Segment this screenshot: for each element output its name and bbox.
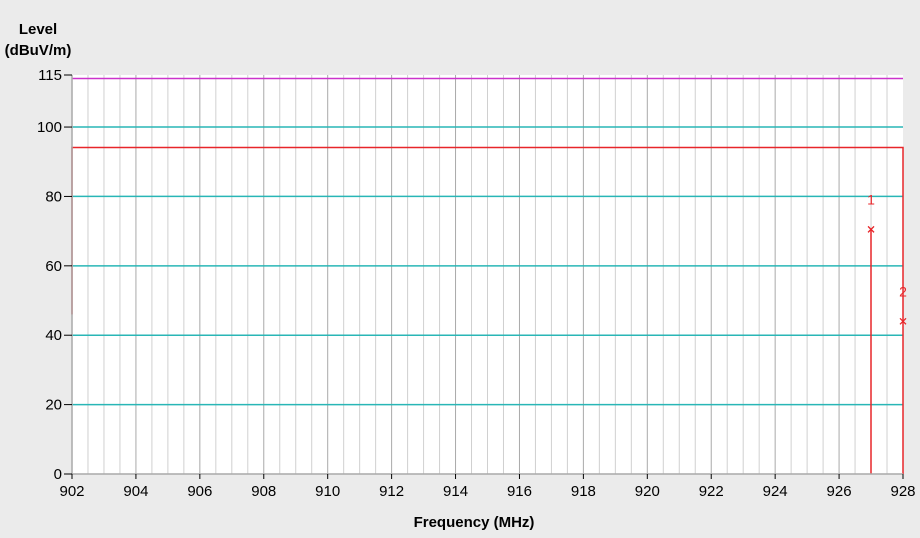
reference-lines (72, 77, 903, 406)
x-tick-label: 908 (251, 483, 276, 500)
x-tick-labels: 902 904 906 908 910 912 914 916 918 920 922 924 926 9… (59, 474, 916, 500)
x-tick-label: 928 (890, 483, 915, 500)
x-tick-label: 906 (187, 483, 212, 500)
x-tick-label: 904 (123, 483, 148, 500)
y-tick-label: 60 (45, 258, 62, 275)
y-tick-label: 40 (45, 327, 62, 344)
major-grid (135, 75, 840, 474)
x-tick-label: 916 (507, 483, 532, 500)
markers-layer: 12 (867, 191, 907, 325)
x-tick-label: 920 (635, 483, 660, 500)
y-axis-label-line-1: Level (19, 21, 57, 38)
x-tick-label: 918 (571, 483, 596, 500)
y-tick-labels: 0 20 40 60 80 100 115 (37, 67, 72, 483)
y-tick-label: 0 (54, 466, 62, 483)
x-tick-label: 910 (315, 483, 340, 500)
y-tick-label: 20 (45, 397, 62, 414)
x-axis-label: Frequency (MHz) (414, 514, 535, 531)
y-axis-label-line-2: (dBuV/m) (5, 42, 72, 59)
y-tick-label: 115 (38, 67, 62, 84)
x-tick-label: 924 (763, 483, 788, 500)
marker-cross (899, 317, 907, 325)
y-tick-label: 80 (45, 188, 62, 205)
x-tick-label: 914 (443, 483, 468, 500)
x-tick-label: 922 (699, 483, 724, 500)
x-tick-label: 926 (827, 483, 852, 500)
marker-label: 1 (867, 191, 875, 207)
y-tick-label: 100 (37, 119, 62, 136)
marker-cross (867, 225, 875, 233)
minor-grid (87, 75, 888, 474)
marker-label: 2 (899, 283, 907, 299)
x-tick-label: 902 (59, 483, 84, 500)
axes (71, 75, 903, 475)
x-tick-label: 912 (379, 483, 404, 500)
